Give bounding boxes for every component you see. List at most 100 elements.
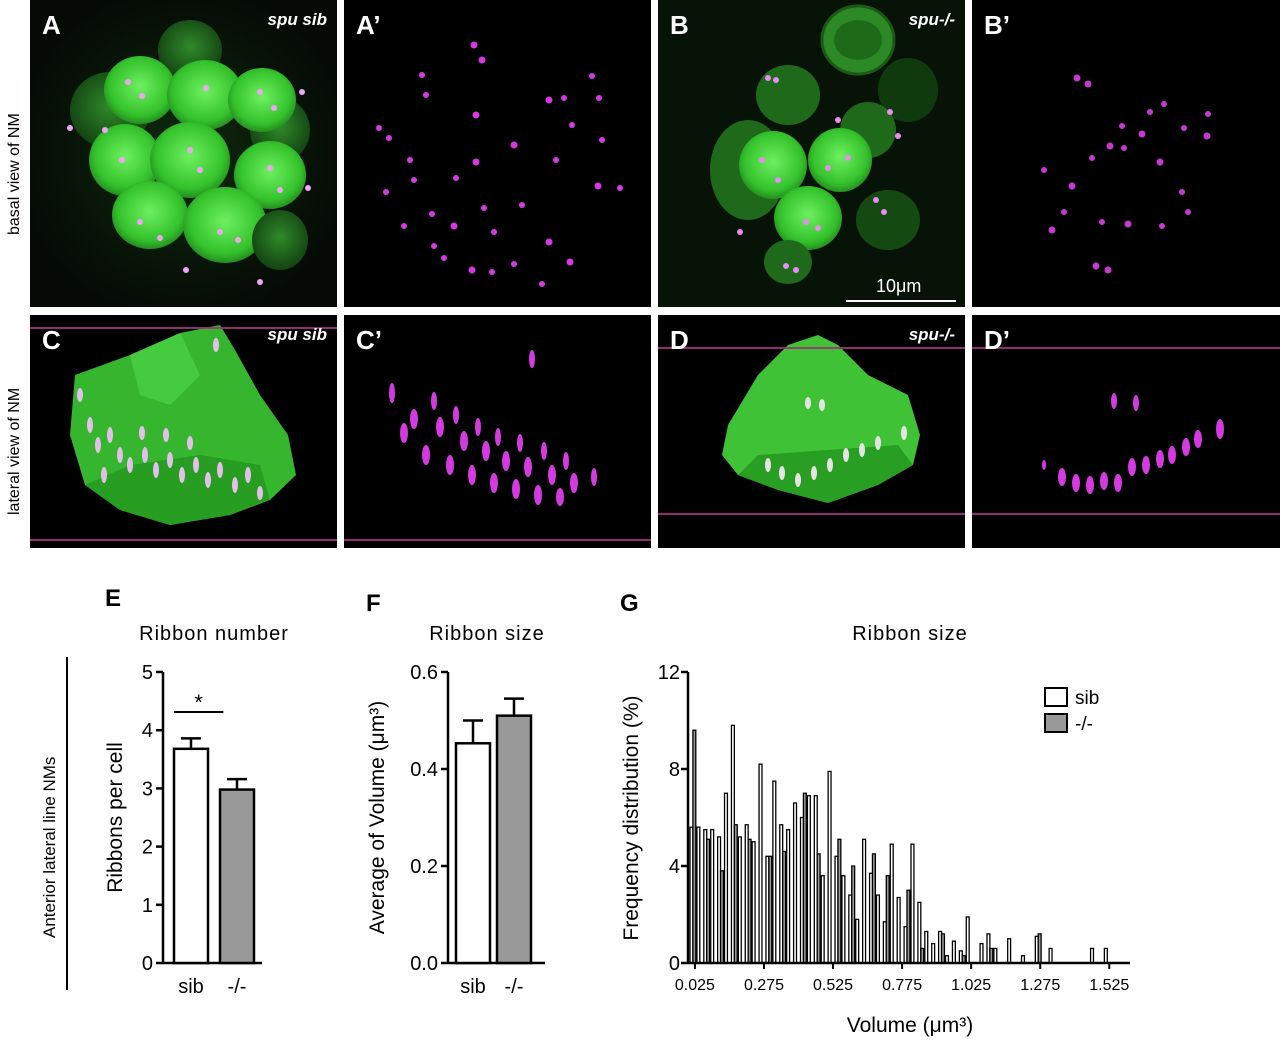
y-tick-label: 0 [142, 953, 153, 975]
histogram-bar [906, 889, 911, 964]
x-tick-label: sib [178, 976, 204, 998]
histogram-bar [1037, 933, 1042, 964]
y-tick-label: 8 [669, 759, 680, 781]
histogram-bar [940, 933, 946, 964]
histogram-bar [692, 729, 697, 964]
panel-label: C’ [356, 325, 382, 355]
histogram-bar [1089, 947, 1095, 964]
histogram-bar [806, 795, 811, 964]
micrograph-panel-a: A spu sib [30, 0, 337, 307]
chart-title: Ribbon number [139, 623, 289, 645]
histogram-bar [710, 828, 715, 964]
panel-label: C [42, 325, 61, 355]
x-tick-label: -/- [505, 976, 524, 998]
histogram-bar [786, 828, 791, 964]
x-tick-label: sib [460, 976, 486, 998]
micrograph-d-prime-image [1042, 393, 1224, 494]
x-tick-label: 1.275 [1020, 977, 1060, 994]
legend-swatch [1044, 713, 1068, 733]
histogram-bar [885, 875, 890, 964]
histogram-bar [758, 763, 763, 964]
bar [495, 714, 533, 965]
histogram-bar [979, 942, 984, 964]
histogram-bar [792, 802, 798, 964]
panel-label: B [670, 10, 689, 40]
micrograph-c-image [70, 325, 296, 525]
x-tick-label: 0.025 [675, 977, 715, 994]
panel-label: D’ [984, 325, 1010, 355]
panel-label: B’ [984, 10, 1010, 40]
histogram-bar [1007, 938, 1012, 964]
y-tick-label: 3 [142, 778, 153, 800]
bar [218, 788, 256, 965]
histogram-bar [706, 838, 711, 964]
panel-label: D [670, 325, 689, 355]
histogram-bar [816, 853, 821, 964]
histogram-bar [827, 770, 832, 964]
y-axis-label: Ribbons per cell [104, 742, 127, 893]
histogram-bar [747, 838, 752, 964]
chart-title: Ribbon size [852, 623, 968, 645]
histogram-bar [820, 875, 825, 964]
side-divider [66, 657, 68, 990]
micrograph-panel-c-prime: C’ [344, 315, 651, 548]
panel-label: A’ [356, 10, 381, 40]
histogram-bar [931, 942, 936, 964]
histogram-bar [989, 947, 994, 964]
histogram-bar [855, 918, 860, 964]
legend-label: -/- [1075, 714, 1093, 735]
y-tick-label: 4 [142, 720, 153, 742]
significance-marker: * [194, 690, 203, 715]
histogram-bar [965, 916, 970, 964]
y-tick-label: 0.6 [410, 662, 438, 684]
legend-swatch [1044, 687, 1068, 707]
histogram-bar [719, 870, 725, 964]
micrograph-a-prime-image [376, 41, 623, 287]
histogram-bar [875, 894, 881, 964]
micrograph-b-prime-image [1041, 74, 1211, 274]
histogram-bar [841, 875, 846, 964]
panel-letter-f: F [366, 590, 381, 617]
histogram-bar [837, 838, 842, 964]
chart-title: Ribbon size [429, 623, 545, 645]
x-tick-label: 1.025 [951, 977, 991, 994]
histogram-bar [737, 836, 742, 964]
micrograph-panel-c: C spu sib [30, 315, 337, 548]
histogram-bar [733, 824, 738, 964]
histogram-bar [768, 855, 773, 964]
y-tick-label: 5 [142, 662, 153, 684]
y-tick-label: 0.2 [410, 856, 438, 878]
x-axis-label: Volume (μm³) [847, 1014, 973, 1037]
condition-label: spu-/- [908, 10, 955, 29]
y-tick-label: 0 [669, 953, 680, 975]
histogram-bar [723, 792, 729, 964]
y-axis-label: Frequency distribution (%) [620, 695, 643, 940]
x-tick-label: -/- [228, 976, 247, 998]
histogram-bar [696, 826, 701, 964]
y-axis-label: Average of Volume (μm³) [366, 701, 389, 934]
panel-letter-g: G [620, 590, 639, 617]
y-tick-label: 1 [142, 895, 153, 917]
histogram-bar [871, 853, 877, 964]
x-tick-label: 0.775 [882, 977, 922, 994]
histogram-bar [920, 947, 925, 964]
micrograph-panel-a-prime: A’ [344, 0, 651, 307]
micrograph-d-image [722, 335, 920, 503]
panel-letter-e: E [105, 585, 122, 612]
histogram-bar [924, 930, 929, 964]
micrograph-a-image [30, 0, 337, 307]
condition-label: spu sib [267, 325, 327, 344]
histogram-bar [1103, 947, 1108, 964]
micrograph-panel-d: D spu-/- [658, 315, 965, 548]
histogram-bar [993, 947, 998, 964]
bar [172, 747, 210, 965]
panel-label: A [42, 10, 61, 40]
condition-label: spu-/- [908, 325, 955, 344]
scale-bar [846, 300, 956, 302]
bar [454, 742, 492, 965]
histogram-bar [951, 940, 956, 964]
condition-label: spu sib [267, 10, 327, 29]
micrograph-panel-b-prime: B’ [972, 0, 1280, 307]
histogram-bar [851, 865, 856, 964]
